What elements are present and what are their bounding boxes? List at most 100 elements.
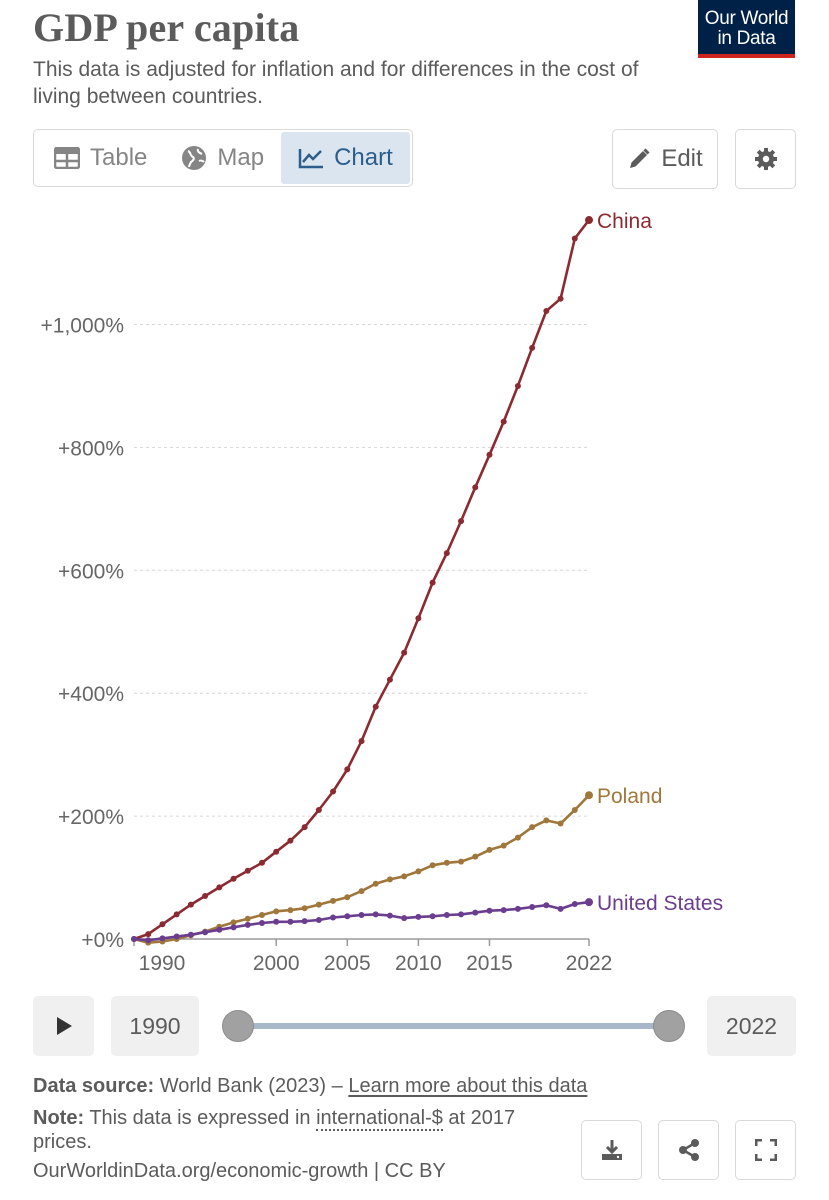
data-point-china[interactable] — [187, 901, 194, 908]
data-point-poland[interactable] — [315, 901, 322, 908]
data-point-united-states[interactable] — [258, 920, 265, 927]
share-button[interactable] — [658, 1120, 719, 1180]
data-point-china[interactable] — [543, 307, 550, 314]
data-point-united-states[interactable] — [571, 900, 578, 907]
edit-button[interactable]: Edit — [612, 129, 718, 189]
data-point-united-states[interactable] — [358, 912, 365, 919]
data-point-poland[interactable] — [301, 905, 308, 912]
data-point-china[interactable] — [301, 824, 308, 831]
data-point-united-states[interactable] — [216, 926, 223, 933]
data-point-poland[interactable] — [557, 820, 564, 827]
data-point-united-states[interactable] — [145, 937, 152, 944]
owid-logo[interactable]: Our World in Data — [698, 0, 795, 58]
data-point-united-states[interactable] — [415, 913, 422, 920]
data-point-united-states[interactable] — [386, 912, 393, 919]
fullscreen-button[interactable] — [735, 1120, 796, 1180]
data-point-china[interactable] — [372, 703, 379, 710]
play-button[interactable] — [33, 996, 94, 1056]
data-point-poland[interactable] — [386, 876, 393, 883]
data-point-poland[interactable] — [401, 873, 408, 880]
data-point-china[interactable] — [258, 859, 265, 866]
data-point-poland[interactable] — [571, 806, 578, 813]
data-point-united-states[interactable] — [301, 918, 308, 925]
data-point-poland[interactable] — [585, 791, 593, 800]
data-point-united-states[interactable] — [173, 933, 180, 940]
timeline-end-handle[interactable] — [653, 1010, 685, 1042]
data-point-poland[interactable] — [500, 842, 507, 849]
data-point-united-states[interactable] — [330, 914, 337, 921]
international-dollar-link[interactable]: international-$ — [316, 1107, 443, 1131]
source-url[interactable]: OurWorldinData.org/economic-growth | CC … — [33, 1160, 446, 1182]
series-line-poland[interactable] — [133, 794, 590, 945]
data-point-china[interactable] — [401, 649, 408, 656]
data-point-poland[interactable] — [258, 912, 265, 919]
data-point-united-states[interactable] — [486, 907, 493, 914]
tab-chart[interactable]: Chart — [281, 132, 410, 184]
series-line-china[interactable] — [133, 219, 591, 941]
data-point-poland[interactable] — [529, 824, 536, 831]
data-point-poland[interactable] — [429, 862, 436, 869]
data-point-china[interactable] — [386, 676, 393, 683]
data-point-china[interactable] — [273, 848, 280, 855]
data-point-united-states[interactable] — [244, 921, 251, 928]
data-point-united-states[interactable] — [557, 905, 564, 912]
data-point-united-states[interactable] — [529, 904, 536, 911]
data-point-united-states[interactable] — [287, 918, 294, 925]
data-point-china[interactable] — [571, 235, 578, 242]
data-point-china[interactable] — [287, 837, 294, 844]
data-point-united-states[interactable] — [344, 913, 351, 920]
data-point-poland[interactable] — [458, 858, 465, 865]
data-point-china[interactable] — [315, 806, 322, 813]
timeline-start-year[interactable]: 1990 — [111, 996, 199, 1056]
data-point-china[interactable] — [529, 344, 536, 351]
data-point-china[interactable] — [557, 295, 564, 302]
data-point-united-states[interactable] — [131, 936, 137, 942]
data-point-united-states[interactable] — [543, 902, 550, 909]
data-point-china[interactable] — [330, 788, 337, 795]
series-label-united-states[interactable]: United States — [597, 892, 723, 915]
data-point-china[interactable] — [486, 451, 493, 458]
data-point-china[interactable] — [472, 484, 479, 491]
download-button[interactable] — [581, 1120, 642, 1180]
data-point-united-states[interactable] — [230, 924, 237, 931]
data-point-china[interactable] — [344, 766, 351, 773]
data-point-poland[interactable] — [358, 888, 365, 895]
data-point-china[interactable] — [230, 875, 237, 882]
series-label-poland[interactable]: Poland — [597, 785, 662, 808]
data-point-poland[interactable] — [344, 894, 351, 901]
data-point-china[interactable] — [358, 738, 365, 745]
timeline-track[interactable] — [237, 1023, 669, 1029]
tab-map[interactable]: Map — [164, 132, 281, 184]
data-point-china[interactable] — [216, 884, 223, 891]
data-point-china[interactable] — [443, 550, 450, 557]
data-point-poland[interactable] — [244, 915, 251, 922]
settings-button[interactable] — [735, 129, 796, 189]
data-point-united-states[interactable] — [315, 916, 322, 923]
data-point-united-states[interactable] — [443, 912, 450, 919]
data-point-poland[interactable] — [273, 908, 280, 915]
data-point-china[interactable] — [145, 931, 152, 938]
data-point-poland[interactable] — [415, 868, 422, 875]
tab-table[interactable]: Table — [37, 132, 164, 184]
data-point-poland[interactable] — [443, 859, 450, 866]
data-point-poland[interactable] — [287, 907, 294, 914]
data-point-poland[interactable] — [543, 817, 550, 824]
data-point-china[interactable] — [244, 867, 251, 874]
data-point-united-states[interactable] — [514, 905, 521, 912]
data-point-united-states[interactable] — [472, 909, 479, 916]
data-point-china[interactable] — [500, 418, 507, 425]
data-point-poland[interactable] — [472, 853, 479, 860]
timeline-end-year[interactable]: 2022 — [707, 996, 796, 1056]
timeline-start-handle[interactable] — [222, 1010, 254, 1042]
data-point-china[interactable] — [202, 892, 209, 899]
data-point-united-states[interactable] — [585, 898, 593, 907]
data-point-china[interactable] — [173, 911, 180, 918]
data-point-china[interactable] — [415, 615, 422, 622]
learn-more-link[interactable]: Learn more about this data — [348, 1075, 588, 1097]
series-label-china[interactable]: China — [597, 210, 652, 233]
data-point-united-states[interactable] — [429, 913, 436, 920]
data-point-united-states[interactable] — [500, 907, 507, 914]
data-point-china[interactable] — [429, 579, 436, 586]
data-point-united-states[interactable] — [159, 935, 166, 942]
data-point-united-states[interactable] — [187, 931, 194, 938]
